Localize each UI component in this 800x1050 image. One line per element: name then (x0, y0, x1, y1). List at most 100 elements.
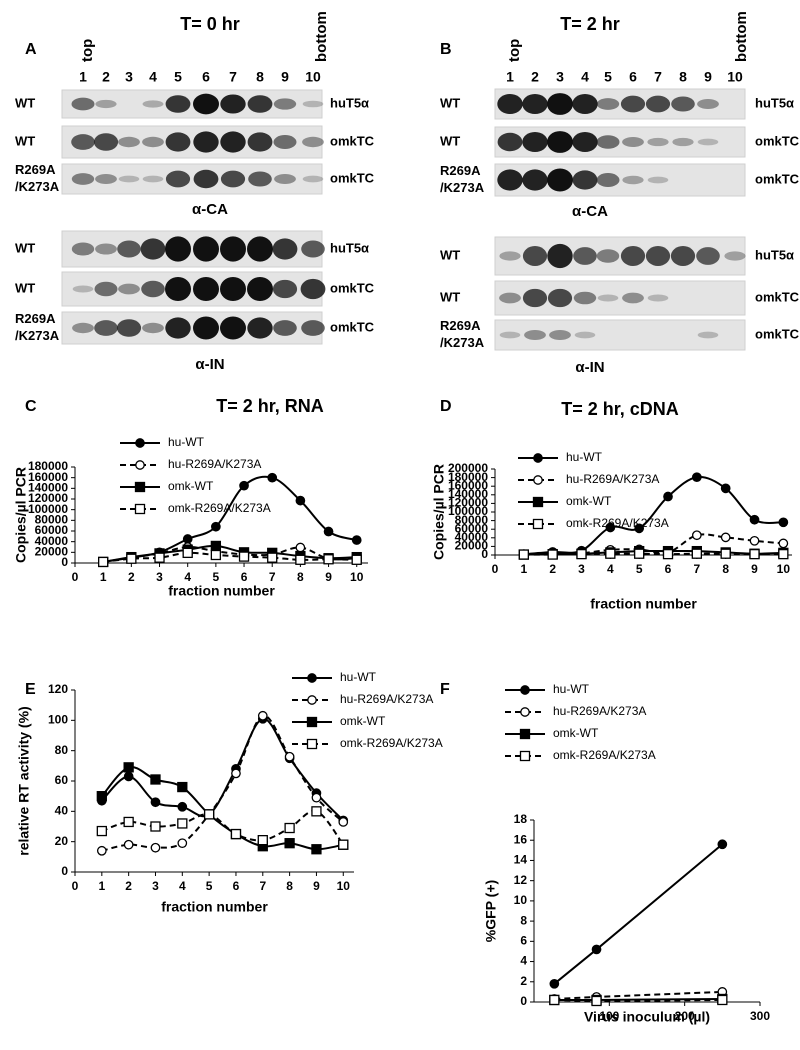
y-tick-label: 20 (55, 834, 69, 848)
y-tick-label: 120000 (448, 496, 488, 510)
x-tick-label: 7 (259, 879, 266, 893)
blot-band (647, 176, 669, 184)
y-tick-label: 160000 (448, 478, 488, 492)
lane-number: 8 (679, 69, 687, 85)
x-tick-label: 10 (777, 562, 791, 576)
lane-number: 5 (174, 69, 182, 85)
marker (150, 797, 161, 808)
legend-marker (519, 750, 531, 762)
marker (311, 792, 322, 803)
blot-band (647, 294, 669, 302)
x-tick-label: 0 (72, 570, 79, 584)
blot-band (645, 95, 671, 113)
panel-letter: D (440, 398, 452, 415)
cell-label: omkTC (755, 289, 800, 304)
series-line (103, 551, 357, 563)
x-tick-label: 3 (152, 879, 159, 893)
legend-marker (533, 453, 543, 463)
blot-band (300, 278, 326, 300)
blot-band (193, 169, 219, 189)
x-tick-label: 5 (636, 562, 643, 576)
marker (311, 844, 322, 855)
blot-band (696, 247, 720, 265)
blot-strip (494, 319, 746, 351)
blot-strip (61, 89, 323, 119)
marker (749, 548, 760, 560)
marker (211, 521, 221, 532)
gradient-bottom-label: bottom (313, 11, 330, 62)
marker (177, 818, 188, 829)
marker (123, 816, 134, 828)
marker (338, 839, 349, 850)
marker (96, 825, 107, 837)
marker (720, 548, 731, 559)
blot-band (142, 136, 164, 148)
legend-label: omk-R269A/K273A (168, 501, 271, 515)
x-tick-label: 6 (241, 570, 248, 584)
series-line (101, 714, 344, 852)
marker (351, 554, 362, 565)
blot-band (670, 246, 696, 266)
x-tick-label: 10 (337, 879, 351, 893)
blot-band (117, 240, 141, 258)
marker (98, 556, 109, 568)
blot-band (248, 171, 272, 187)
y-tick-label: 180000 (28, 459, 68, 473)
lane-number: 2 (531, 69, 539, 85)
blot-band (247, 95, 273, 113)
series-line (554, 998, 723, 1002)
x-tick-label: 9 (325, 570, 332, 584)
legend-marker (520, 685, 530, 695)
y-tick-label: 0 (481, 547, 488, 561)
x-axis-label: Virus inoculum (µl) (584, 1009, 710, 1025)
blot-band (524, 329, 546, 341)
marker (691, 472, 702, 483)
panel-title: T= 2 hr (560, 14, 620, 34)
blot-band (193, 236, 219, 262)
gradient-top-label: top (79, 39, 96, 62)
marker (238, 551, 250, 562)
blot-band (522, 93, 548, 115)
legend-marker (135, 438, 145, 448)
blot-band (522, 169, 548, 191)
lane-number: 7 (229, 69, 237, 85)
marker (778, 538, 789, 549)
x-axis-label: fraction number (590, 596, 697, 612)
series-line (554, 990, 723, 1000)
blot-band (72, 322, 94, 334)
y-tick-label: 60 (55, 773, 69, 787)
sample-label: WT (15, 133, 35, 148)
y-tick-label: 40 (55, 804, 69, 818)
cell-label: omkTC (330, 170, 375, 185)
blot-band (247, 276, 273, 302)
marker (717, 839, 728, 850)
y-axis-label: Copies/µl PCR (13, 467, 29, 563)
marker (605, 548, 616, 559)
y-tick-label: 2 (520, 974, 527, 988)
y-tick-label: 0 (520, 994, 527, 1008)
blot-band (71, 134, 95, 150)
marker (605, 522, 616, 533)
sample-label: R269A (15, 162, 56, 177)
blot-band (220, 131, 246, 153)
blot-band (273, 98, 297, 110)
antibody-label: α-CA (572, 203, 608, 220)
legend-marker (533, 475, 543, 485)
marker (239, 480, 249, 491)
cell-label: huT5α (755, 95, 794, 110)
chart-title: T= 2 hr, RNA (216, 396, 324, 416)
blot-band (671, 96, 695, 112)
marker (720, 483, 731, 494)
marker (634, 548, 645, 559)
blot-band (301, 240, 325, 258)
marker (295, 495, 306, 506)
x-tick-label: 2 (125, 879, 132, 893)
blot-band (522, 288, 548, 308)
legend-marker (134, 481, 146, 493)
sample-label: WT (440, 289, 460, 304)
blot-band (94, 320, 118, 336)
lane-number: 6 (202, 69, 210, 85)
blot-band (220, 236, 246, 262)
lane-number: 2 (102, 69, 110, 85)
